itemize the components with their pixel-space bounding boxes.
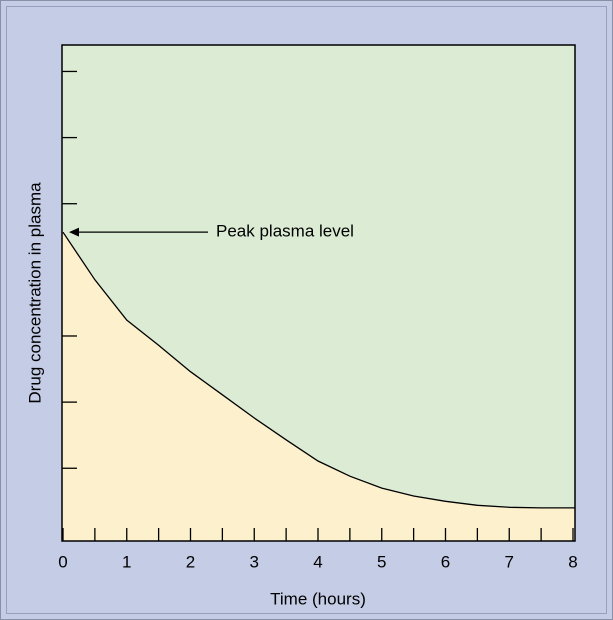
arrow-head [69, 227, 79, 237]
x-tick-label: 4 [313, 552, 322, 571]
x-tick-label: 5 [377, 552, 386, 571]
area-below [62, 232, 575, 541]
x-tick-label: 3 [250, 552, 259, 571]
y-axis-label: Drug concentration in plasma [25, 182, 44, 404]
curve [62, 231, 575, 509]
x-tick-label: 0 [58, 552, 67, 571]
x-axis-label: Time (hours) [270, 589, 366, 608]
x-tick-label: 1 [122, 552, 131, 571]
x-tick-label: 7 [505, 552, 514, 571]
x-tick-label: 2 [186, 552, 195, 571]
annotation: Peak plasma level [216, 222, 354, 241]
x-tick-label: 8 [568, 552, 577, 571]
plot-area: Peak plasma level 0 1 2 3 4 5 6 7 8 [58, 44, 578, 571]
x-tick-label: 6 [441, 552, 450, 571]
